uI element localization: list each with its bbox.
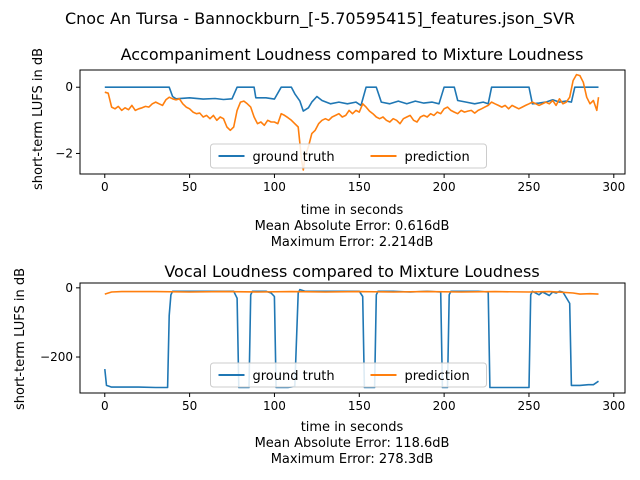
accompaniment-subplot: Accompaniment Loudness compared to Mixtu… [31, 45, 626, 250]
legend: ground truth prediction [210, 362, 487, 388]
legend-box [210, 362, 487, 388]
x-tick-label: 200 [433, 399, 456, 413]
x-tick-label: 100 [263, 180, 286, 194]
series-line-ground-truth [104, 86, 599, 112]
x-tick-label: 50 [182, 180, 197, 194]
x-tick-label: 0 [101, 180, 109, 194]
x-tick-label: 150 [348, 399, 371, 413]
legend-entry-label: prediction [405, 150, 470, 165]
series-line-ground-truth [104, 288, 599, 389]
maximum-error-caption: Maximum Error: 278.3dB [271, 452, 434, 467]
x-axis-label: time in seconds [301, 203, 404, 218]
y-tick-label: 0 [65, 80, 73, 94]
x-tick-label: 250 [518, 180, 541, 194]
series-line-prediction [104, 290, 599, 295]
x-tick-label: 250 [518, 399, 541, 413]
y-axis-label: short-term LUFS in dB [13, 268, 28, 410]
maximum-error-caption: Maximum Error: 2.214dB [271, 235, 434, 250]
y-axis-label: short-term LUFS in dB [31, 48, 46, 190]
vocal-subplot: Vocal Loudness compared to Mixture Loudn… [13, 262, 626, 467]
x-tick-label: 100 [263, 399, 286, 413]
y-tick-label: −200 [40, 350, 73, 364]
subplot-title: Accompaniment Loudness compared to Mixtu… [121, 45, 584, 64]
mean-absolute-error-caption: Mean Absolute Error: 0.616dB [255, 219, 450, 234]
legend: ground truth prediction [210, 143, 487, 169]
y-tick-label: 0 [65, 281, 73, 295]
y-tick-label: −2 [55, 146, 73, 160]
legend-entry-label: ground truth [253, 369, 335, 384]
figure-suptitle: Cnoc An Tursa - Bannockburn_[-5.70595415… [65, 9, 575, 29]
x-axis-label: time in seconds [301, 420, 404, 435]
x-tick-label: 150 [348, 180, 371, 194]
x-tick-label: 50 [182, 399, 197, 413]
subplot-title: Vocal Loudness compared to Mixture Loudn… [164, 262, 539, 281]
x-tick-label: 0 [101, 399, 109, 413]
axes-frame [79, 69, 626, 175]
legend-box [210, 143, 487, 169]
x-tick-label: 300 [602, 180, 625, 194]
mean-absolute-error-caption: Mean Absolute Error: 118.6dB [255, 436, 450, 451]
axes-frame [79, 282, 626, 394]
legend-entry-label: ground truth [253, 150, 335, 165]
legend-entry-label: prediction [405, 369, 470, 384]
x-tick-label: 300 [602, 399, 625, 413]
x-tick-label: 200 [433, 180, 456, 194]
series-line-prediction [104, 73, 600, 171]
